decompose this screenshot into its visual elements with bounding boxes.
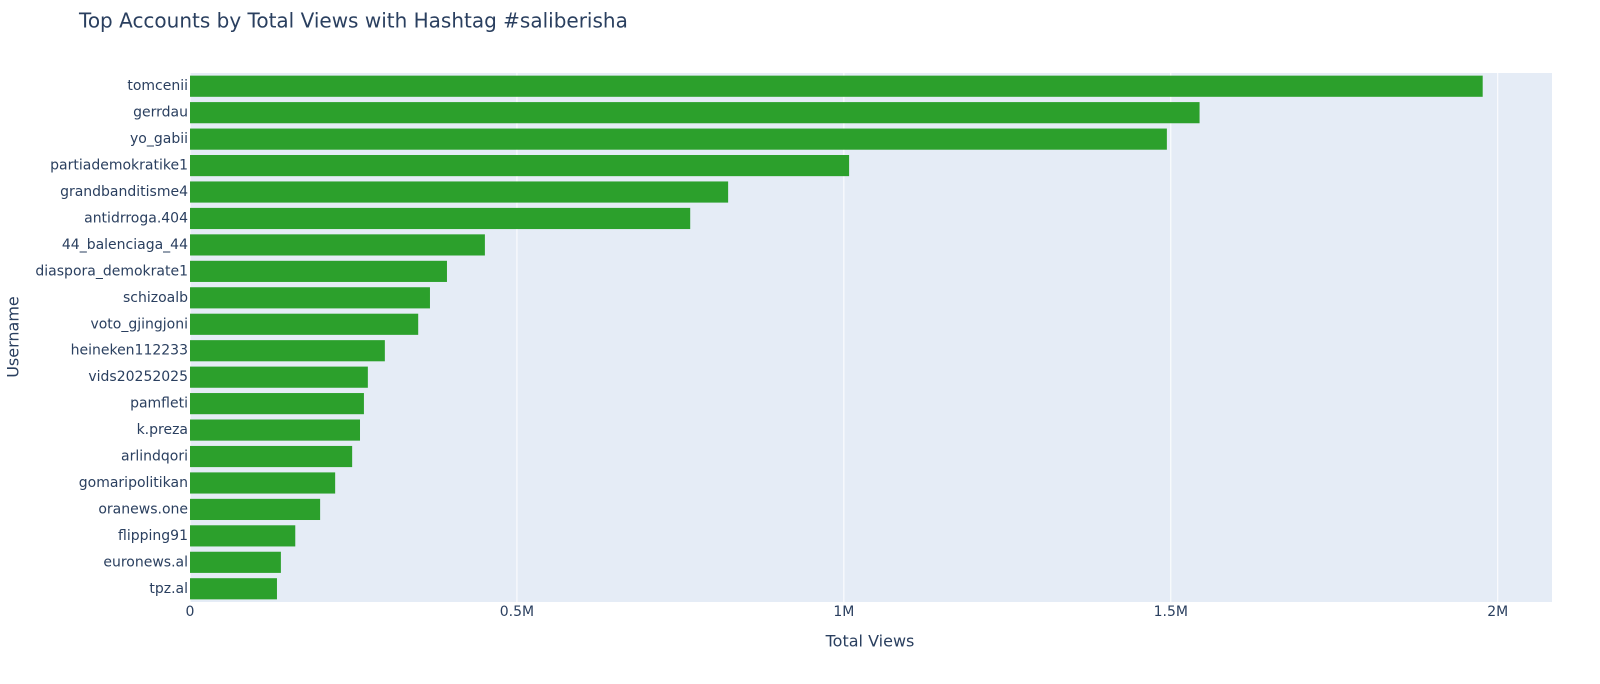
chart-title: Top Accounts by Total Views with Hashtag… <box>78 9 628 33</box>
bar <box>190 366 368 388</box>
x-tick-label: 1M <box>833 604 854 620</box>
bar <box>190 472 336 494</box>
bar <box>190 128 1167 150</box>
bar <box>190 419 361 441</box>
y-tick-label: heineken112233 <box>71 343 188 359</box>
y-tick-label: pamfleti <box>130 396 188 412</box>
bar <box>190 313 419 335</box>
x-axis-title: Total Views <box>825 632 915 651</box>
bar <box>190 207 691 230</box>
x-tick-label: 1.5M <box>1154 604 1188 620</box>
bar <box>190 154 850 177</box>
x-tick-label: 0 <box>186 604 195 620</box>
y-tick-label: antidrroga.404 <box>84 210 188 226</box>
y-tick-label: tomcenii <box>127 78 188 94</box>
y-tick-label: partiademokratike1 <box>50 158 188 174</box>
y-tick-label: oranews.one <box>98 501 188 517</box>
bar <box>190 340 385 362</box>
bar <box>190 498 321 521</box>
y-tick-label: vids20252025 <box>88 369 188 385</box>
y-tick-label: schizoalb <box>123 290 188 306</box>
y-tick-label: 44_balenciaga_44 <box>62 237 188 253</box>
y-tick-label: k.preza <box>137 422 188 438</box>
y-tick-label: gomaripolitikan <box>79 475 188 491</box>
y-tick-label: arlindqori <box>121 449 188 465</box>
bar <box>190 102 1200 124</box>
y-tick-label: diaspora_demokrate1 <box>35 263 188 279</box>
bar <box>190 393 364 415</box>
bar <box>190 260 447 282</box>
bar <box>190 181 729 203</box>
y-axis-title: Username <box>4 296 23 378</box>
bar <box>190 445 353 468</box>
plot-area <box>190 73 1552 602</box>
bar <box>190 234 485 256</box>
y-tick-label: grandbanditisme4 <box>60 184 188 200</box>
bar <box>190 578 277 600</box>
y-tick-label: yo_gabii <box>130 131 188 147</box>
y-tick-label: voto_gjingjoni <box>90 316 188 332</box>
bar <box>190 525 296 547</box>
x-tick-label: 0.5M <box>500 604 534 620</box>
y-tick-label: flipping91 <box>118 528 188 544</box>
bar <box>190 287 430 309</box>
x-tick-label: 2M <box>1487 604 1508 620</box>
y-tick-label: euronews.al <box>103 554 188 570</box>
bar <box>190 75 1483 97</box>
y-tick-label: tpz.al <box>149 581 188 597</box>
y-tick-label: gerrdau <box>133 105 188 121</box>
bar <box>190 551 281 573</box>
